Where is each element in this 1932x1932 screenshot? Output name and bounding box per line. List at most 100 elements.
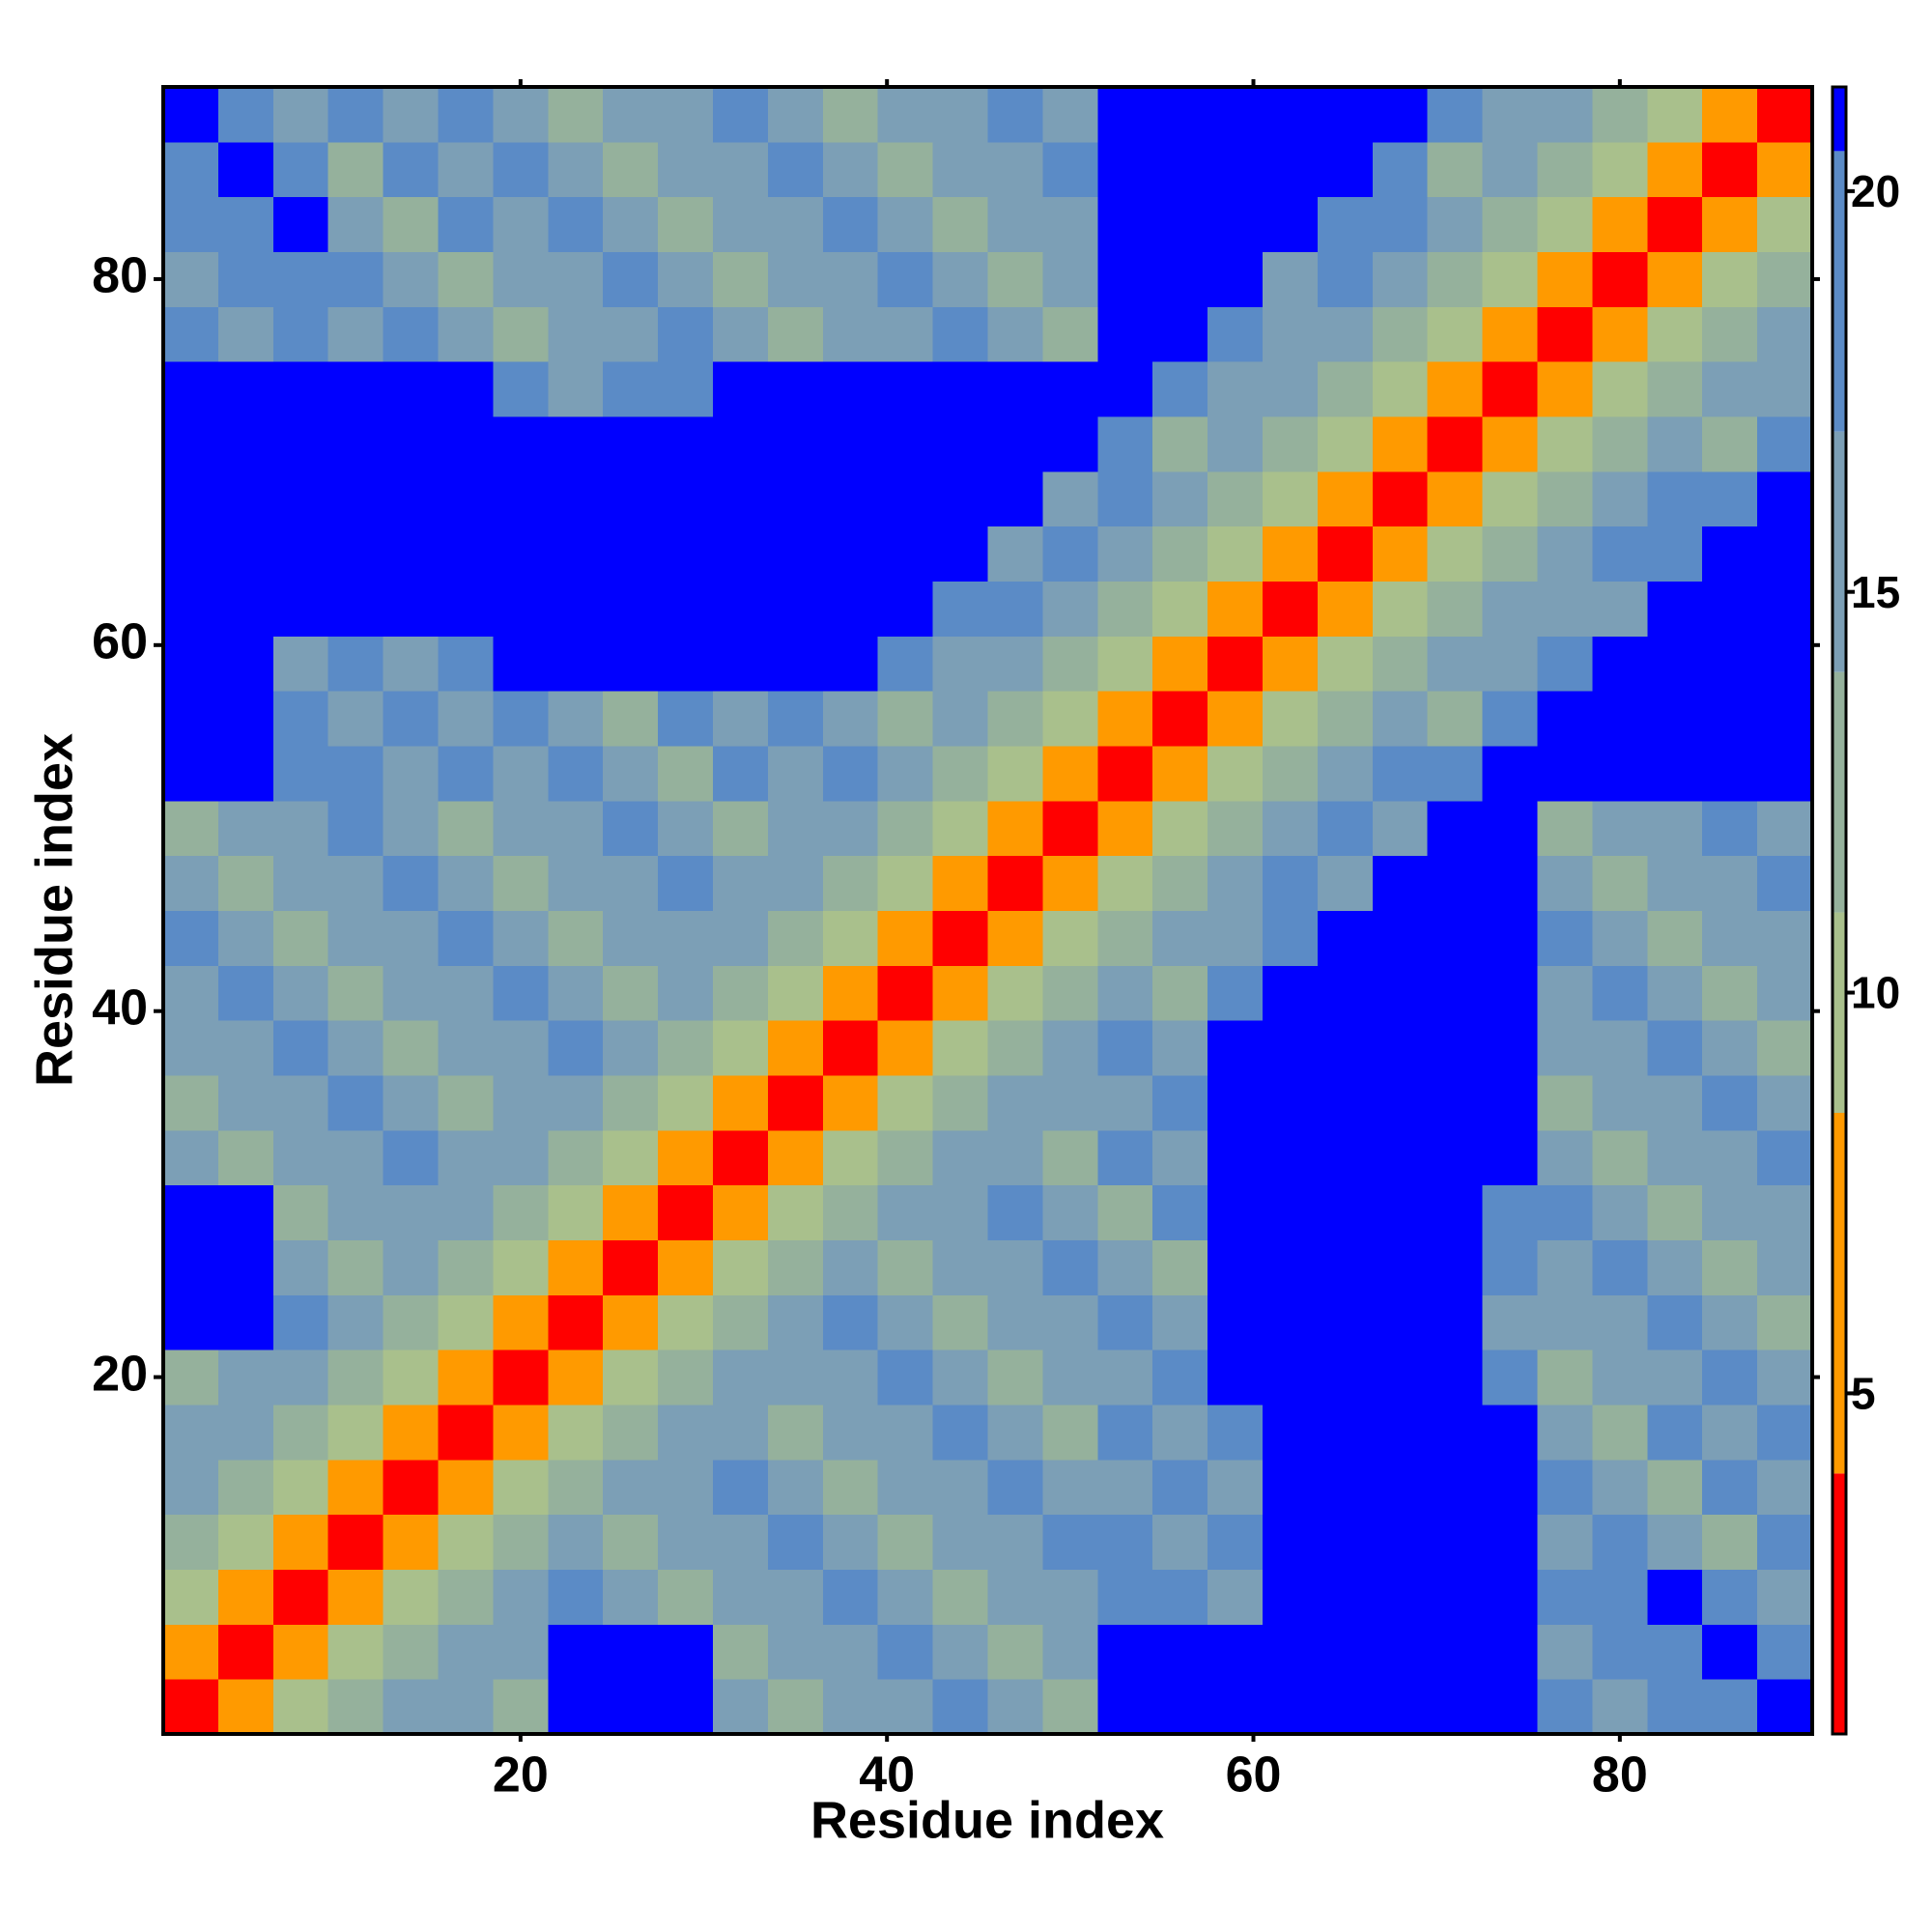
heatmap-cell: [493, 1459, 549, 1516]
heatmap-cell: [383, 1514, 439, 1570]
heatmap-cell: [493, 1294, 549, 1350]
heatmap-cell: [383, 470, 439, 527]
heatmap-cell: [1427, 1184, 1484, 1240]
heatmap-cell: [767, 691, 824, 747]
heatmap-cell: [1647, 800, 1703, 857]
heatmap-cell: [217, 581, 274, 637]
heatmap-cell: [767, 1350, 824, 1406]
heatmap-cell: [987, 636, 1043, 692]
heatmap-cell: [1152, 1294, 1208, 1350]
heatmap-cell: [877, 1350, 934, 1406]
heatmap-cell: [1427, 1679, 1484, 1735]
heatmap-cell: [163, 1184, 219, 1240]
heatmap-cell: [1702, 1294, 1758, 1350]
heatmap-cell: [1592, 1350, 1648, 1406]
heatmap-cell: [822, 1459, 879, 1516]
heatmap-cell: [1263, 1129, 1319, 1186]
heatmap-cell: [383, 1624, 439, 1680]
heatmap-cell: [1097, 581, 1153, 637]
heatmap-cell: [1647, 691, 1703, 747]
heatmap-cell: [1263, 196, 1319, 252]
heatmap-cell: [1537, 855, 1593, 911]
heatmap-cell: [272, 1184, 329, 1240]
heatmap-cell: [548, 1239, 604, 1295]
heatmap-cell: [822, 141, 879, 198]
heatmap-cell: [383, 581, 439, 637]
heatmap-cell: [603, 1569, 659, 1625]
heatmap-cell: [1372, 1405, 1429, 1461]
heatmap-cell: [658, 1184, 714, 1240]
heatmap-cell: [932, 361, 988, 417]
heatmap-cell: [1592, 746, 1648, 802]
heatmap-cell: [1427, 196, 1484, 252]
heatmap-cell: [1097, 1679, 1153, 1735]
heatmap-cell: [383, 1294, 439, 1350]
heatmap-cell: [1702, 1075, 1758, 1131]
heatmap-cell: [603, 196, 659, 252]
heatmap-cell: [1537, 1239, 1593, 1295]
heatmap-cell: [327, 1184, 384, 1240]
heatmap-cell: [1042, 1129, 1098, 1186]
heatmap-cell: [1317, 87, 1374, 143]
heatmap-cell: [217, 965, 274, 1021]
heatmap-cell: [1372, 855, 1429, 911]
heatmap-cell: [1757, 800, 1813, 857]
heatmap-cell: [767, 965, 824, 1021]
heatmap-cell: [1592, 910, 1648, 966]
heatmap-cell: [1097, 526, 1153, 582]
heatmap-cell: [1097, 87, 1153, 143]
heatmap-cell: [877, 87, 934, 143]
heatmap-cell: [163, 636, 219, 692]
heatmap-cell: [327, 1239, 384, 1295]
heatmap-cell: [383, 196, 439, 252]
heatmap-cell: [548, 636, 604, 692]
colorbar-segment: [1833, 1473, 1846, 1734]
heatmap-cell: [987, 1514, 1043, 1570]
heatmap-cell: [932, 1020, 988, 1076]
heatmap-cell: [1317, 855, 1374, 911]
heatmap-cell: [1537, 306, 1593, 362]
heatmap-cell: [603, 416, 659, 472]
heatmap-cell: [1482, 416, 1538, 472]
heatmap-cell: [1757, 1514, 1813, 1570]
heatmap-cell: [1152, 691, 1208, 747]
heatmap-cell: [1042, 636, 1098, 692]
heatmap-cell: [1427, 800, 1484, 857]
heatmap-cell: [767, 1294, 824, 1350]
heatmap-cell: [932, 526, 988, 582]
heatmap-cell: [1482, 1294, 1538, 1350]
heatmap-cell: [1702, 1350, 1758, 1406]
heatmap-cell: [1482, 1569, 1538, 1625]
heatmap-cell: [493, 470, 549, 527]
heatmap-cell: [1263, 636, 1319, 692]
heatmap-cell: [1592, 691, 1648, 747]
heatmap-cell: [1702, 636, 1758, 692]
heatmap-cell: [438, 581, 494, 637]
heatmap-cell: [1042, 1514, 1098, 1570]
heatmap-cell: [327, 1129, 384, 1186]
heatmap-cell: [603, 1184, 659, 1240]
heatmap-cell: [1097, 636, 1153, 692]
heatmap-cell: [1427, 361, 1484, 417]
heatmap-cell: [713, 1184, 769, 1240]
heatmap-cell: [1702, 800, 1758, 857]
heatmap-cell: [217, 1459, 274, 1516]
heatmap-cell: [438, 416, 494, 472]
heatmap-cell: [217, 87, 274, 143]
heatmap-cell: [1208, 87, 1264, 143]
heatmap-cell: [713, 636, 769, 692]
heatmap-cell: [327, 636, 384, 692]
heatmap-cell: [438, 1129, 494, 1186]
heatmap-cell: [272, 1405, 329, 1461]
heatmap-cell: [1152, 251, 1208, 307]
heatmap-cell: [1537, 1075, 1593, 1131]
heatmap-cell: [1592, 306, 1648, 362]
heatmap-cell: [1372, 910, 1429, 966]
heatmap-cell: [1152, 361, 1208, 417]
heatmap-cell: [822, 1350, 879, 1406]
heatmap-cell: [822, 855, 879, 911]
heatmap-cell: [877, 361, 934, 417]
heatmap-cell: [658, 361, 714, 417]
heatmap-cell: [1097, 361, 1153, 417]
x-tick-label: 20: [493, 1747, 549, 1804]
